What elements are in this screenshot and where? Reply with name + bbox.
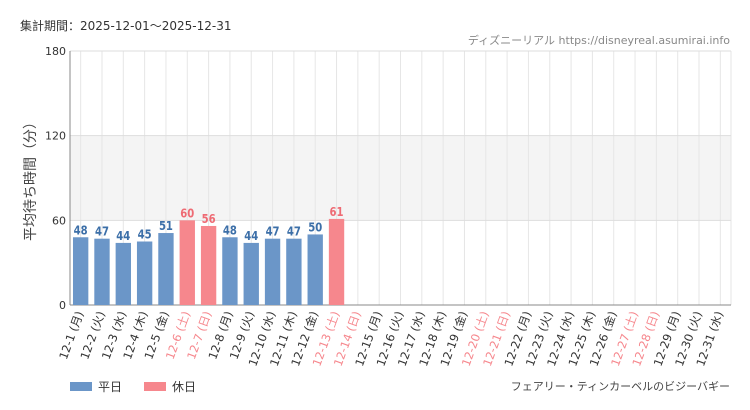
bar [72,237,89,305]
bar [115,242,131,305]
bar [307,234,323,305]
value-label: 45 [138,228,152,242]
y-tick-label: 0 [59,299,66,312]
value-label: 47 [95,225,109,239]
y-tick-label: 60 [52,214,66,227]
bar [179,220,195,305]
bar [243,242,259,305]
value-label: 48 [223,223,237,237]
value-label: 51 [159,219,173,233]
value-label: 44 [244,229,258,243]
site-credit: ディズニーリアル https://disneyreal.asumirai.inf… [467,34,730,47]
legend-label-holiday: 休日 [172,380,197,394]
bar [94,238,110,305]
bar [136,241,153,305]
value-label: 47 [266,225,280,239]
bar [222,237,238,305]
value-label: 48 [74,223,88,237]
legend-swatch-holiday [144,382,167,391]
legend-item-weekday: 平日 [70,378,122,395]
value-label: 44 [116,229,130,243]
value-label: 60 [180,206,194,220]
attraction-name: フェアリー・ティンカーベルのビジーバギー [510,380,730,393]
bar [200,225,217,305]
y-tick-label: 180 [45,45,66,58]
y-tick-label: 120 [45,130,66,143]
value-label: 47 [287,225,301,239]
legend: 平日 休日 [70,378,196,395]
bar [264,238,281,305]
value-label: 50 [308,220,322,234]
bar [286,238,302,305]
period-label: 集計期間：2025-12-01～2025-12-31 [20,19,232,33]
bar [328,218,345,305]
legend-swatch-weekday [70,382,92,391]
value-label: 61 [330,205,344,219]
bar [158,233,174,305]
legend-label-weekday: 平日 [98,380,123,394]
legend-item-holiday: 休日 [144,378,196,395]
value-label: 56 [202,212,216,226]
